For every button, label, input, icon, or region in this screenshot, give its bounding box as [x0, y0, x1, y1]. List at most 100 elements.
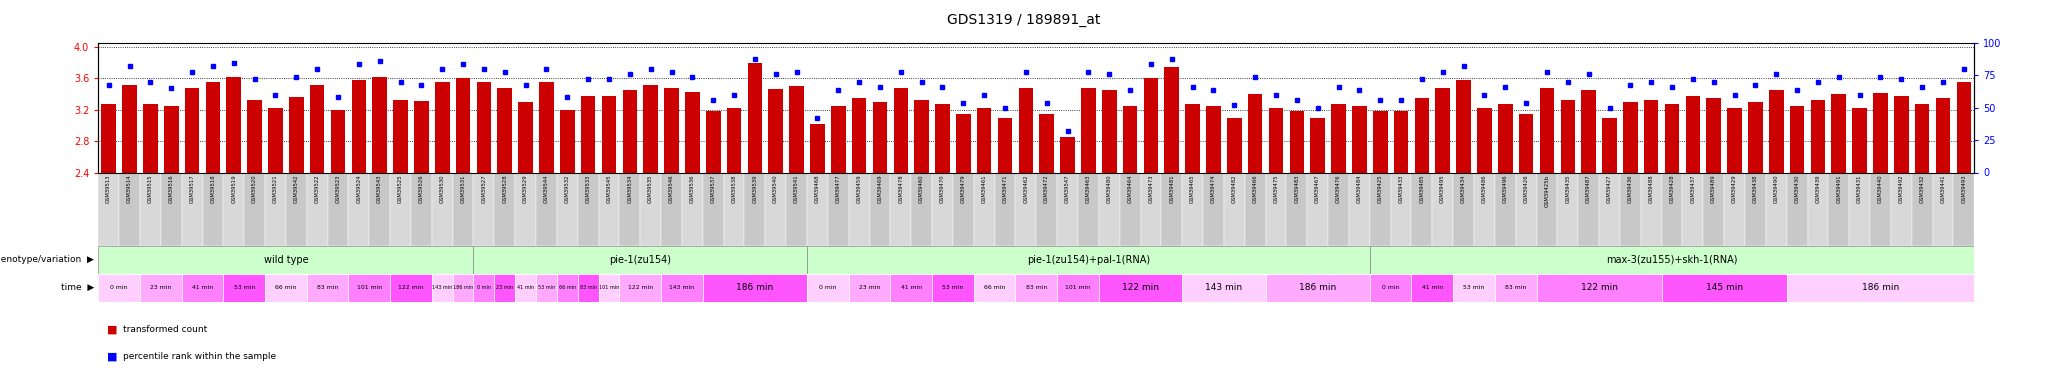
- Bar: [1911, 172, 1933, 246]
- Text: transformed count: transformed count: [123, 326, 207, 334]
- Text: 66 min: 66 min: [983, 285, 1006, 290]
- Bar: [1331, 104, 1346, 172]
- Bar: [1665, 104, 1679, 172]
- Text: GSM39428: GSM39428: [1669, 175, 1675, 203]
- Bar: [1370, 274, 1411, 302]
- Bar: [1556, 172, 1579, 246]
- Text: GSM39492: GSM39492: [1898, 175, 1905, 203]
- Bar: [348, 274, 389, 302]
- Bar: [330, 110, 346, 172]
- Bar: [1057, 172, 1077, 246]
- Bar: [244, 172, 264, 246]
- Text: GSM39543: GSM39543: [377, 175, 383, 203]
- Text: GDS1319 / 189891_at: GDS1319 / 189891_at: [948, 13, 1100, 27]
- Bar: [434, 82, 449, 172]
- Bar: [498, 88, 512, 172]
- Text: GSM39459: GSM39459: [856, 175, 862, 203]
- Text: 101 min: 101 min: [598, 285, 618, 290]
- Text: GSM39487: GSM39487: [1585, 175, 1591, 203]
- Bar: [1933, 172, 1954, 246]
- Text: percentile rank within the sample: percentile rank within the sample: [123, 352, 276, 361]
- Text: GSM39535: GSM39535: [647, 175, 653, 203]
- Text: GSM39478: GSM39478: [899, 175, 903, 203]
- Bar: [1579, 172, 1599, 246]
- Bar: [831, 106, 846, 172]
- Bar: [1266, 274, 1370, 302]
- Bar: [911, 172, 932, 246]
- Bar: [453, 274, 473, 302]
- Bar: [389, 274, 432, 302]
- Bar: [1894, 96, 1909, 172]
- Text: GSM39534: GSM39534: [627, 175, 633, 203]
- Text: GSM39472: GSM39472: [1044, 175, 1049, 203]
- Bar: [1245, 172, 1266, 246]
- Bar: [727, 108, 741, 172]
- Bar: [1915, 104, 1929, 172]
- Bar: [537, 172, 557, 246]
- Bar: [662, 172, 682, 246]
- Bar: [702, 274, 807, 302]
- Bar: [309, 85, 324, 172]
- Bar: [977, 108, 991, 172]
- Bar: [1561, 100, 1575, 172]
- Text: GSM39480: GSM39480: [1106, 175, 1112, 203]
- Bar: [1686, 96, 1700, 172]
- Bar: [1040, 114, 1055, 172]
- Bar: [494, 274, 516, 302]
- Text: 101 min: 101 min: [356, 285, 381, 290]
- Text: GSM39530: GSM39530: [440, 175, 444, 203]
- Bar: [184, 88, 199, 172]
- Text: 186 min: 186 min: [1298, 284, 1335, 292]
- Bar: [932, 172, 952, 246]
- Bar: [1661, 274, 1786, 302]
- Text: GSM39491: GSM39491: [1837, 175, 1841, 203]
- Bar: [1724, 172, 1745, 246]
- Text: GSM39544: GSM39544: [545, 175, 549, 203]
- Bar: [952, 172, 973, 246]
- Bar: [1851, 108, 1868, 172]
- Bar: [618, 172, 641, 246]
- Text: GSM39437: GSM39437: [1690, 175, 1696, 203]
- Bar: [1640, 172, 1661, 246]
- Bar: [1602, 118, 1616, 172]
- Bar: [1745, 172, 1765, 246]
- Bar: [1247, 94, 1262, 172]
- Text: 0 min: 0 min: [477, 285, 492, 290]
- Bar: [870, 172, 891, 246]
- Text: 186 min: 186 min: [737, 284, 774, 292]
- Text: GSM39464: GSM39464: [1128, 175, 1133, 203]
- Bar: [1454, 172, 1475, 246]
- Text: GSM39436: GSM39436: [1628, 175, 1632, 203]
- Text: GSM39482: GSM39482: [1231, 175, 1237, 203]
- Bar: [1849, 172, 1870, 246]
- Bar: [1954, 172, 1974, 246]
- Bar: [1102, 90, 1116, 172]
- Bar: [1520, 114, 1534, 172]
- Bar: [432, 274, 453, 302]
- Bar: [1540, 88, 1554, 172]
- Text: 186 min: 186 min: [1862, 284, 1898, 292]
- Text: GSM39524: GSM39524: [356, 175, 360, 203]
- Bar: [287, 172, 307, 246]
- Bar: [1018, 88, 1032, 172]
- Bar: [786, 172, 807, 246]
- Bar: [1831, 94, 1845, 172]
- Bar: [702, 172, 723, 246]
- Bar: [1581, 90, 1595, 172]
- Text: 66 min: 66 min: [274, 285, 297, 290]
- Text: GSM39533: GSM39533: [586, 175, 590, 203]
- Text: GSM39483: GSM39483: [1294, 175, 1298, 203]
- Bar: [1141, 172, 1161, 246]
- Text: GSM39431: GSM39431: [1858, 175, 1862, 203]
- Bar: [1956, 82, 1970, 172]
- Text: ■: ■: [106, 325, 117, 335]
- Text: GSM39426: GSM39426: [1524, 175, 1528, 203]
- Bar: [227, 77, 242, 172]
- Bar: [1370, 172, 1391, 246]
- Text: GSM39477: GSM39477: [836, 175, 842, 203]
- Bar: [1395, 111, 1409, 172]
- Bar: [1415, 98, 1430, 172]
- Text: GSM39540: GSM39540: [774, 175, 778, 203]
- Bar: [539, 82, 553, 172]
- Bar: [807, 172, 827, 246]
